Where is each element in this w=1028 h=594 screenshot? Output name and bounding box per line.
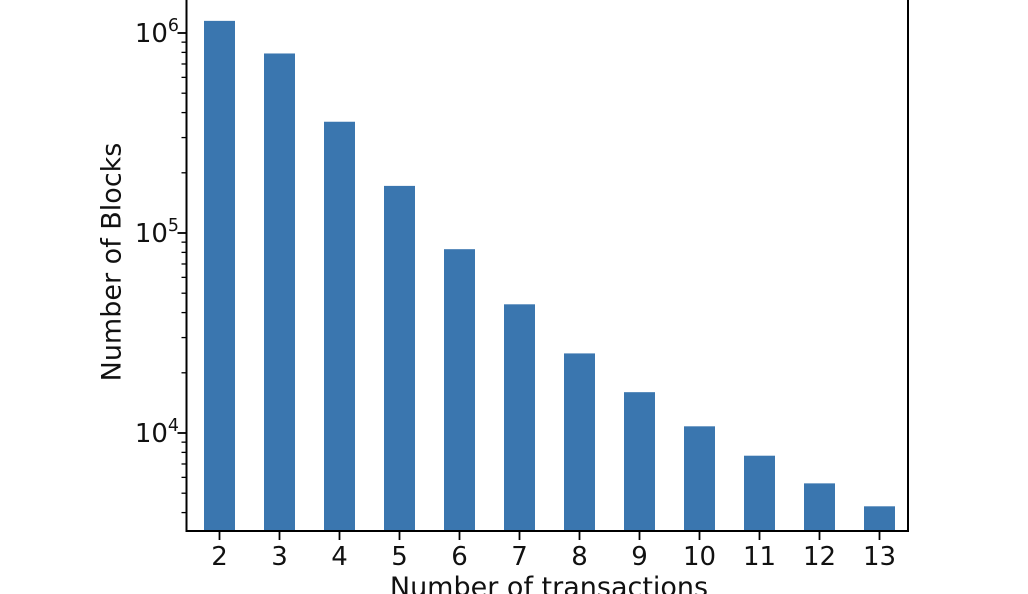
x-axis-label: Number of transactions [389,572,709,594]
bar-tx-6 [444,249,475,531]
y-tick-label-1e6: 106 [134,16,179,49]
x-tick-label-7: 7 [511,542,528,572]
bar-tx-7 [504,304,535,531]
x-tick-label-11: 11 [742,542,777,572]
y-axis-label: Number of Blocks [96,142,128,382]
bar-tx-9 [624,392,655,531]
bar-tx-8 [564,353,595,531]
bar-tx-3 [264,53,295,532]
y-tick-label-1e4: 104 [134,416,179,449]
bar-tx-10 [684,426,715,531]
x-tick-label-3: 3 [271,542,288,572]
bar-tx-12 [804,483,835,531]
x-tick-label-9: 9 [631,542,648,572]
x-tick-label-13: 13 [862,542,897,572]
bar-tx-4 [324,121,355,531]
x-tick-label-6: 6 [451,542,468,572]
bar-tx-2 [204,20,235,531]
x-tick-label-12: 12 [802,542,837,572]
x-tick-label-2: 2 [211,542,228,572]
x-tick-label-10: 10 [682,542,717,572]
x-tick-label-4: 4 [331,542,348,572]
bar-tx-5 [384,185,415,531]
bar-tx-13 [864,506,895,531]
y-tick-label-1e5: 105 [134,216,179,249]
bar-tx-11 [744,455,775,531]
x-tick-label-8: 8 [571,542,588,572]
x-tick-label-5: 5 [391,542,408,572]
